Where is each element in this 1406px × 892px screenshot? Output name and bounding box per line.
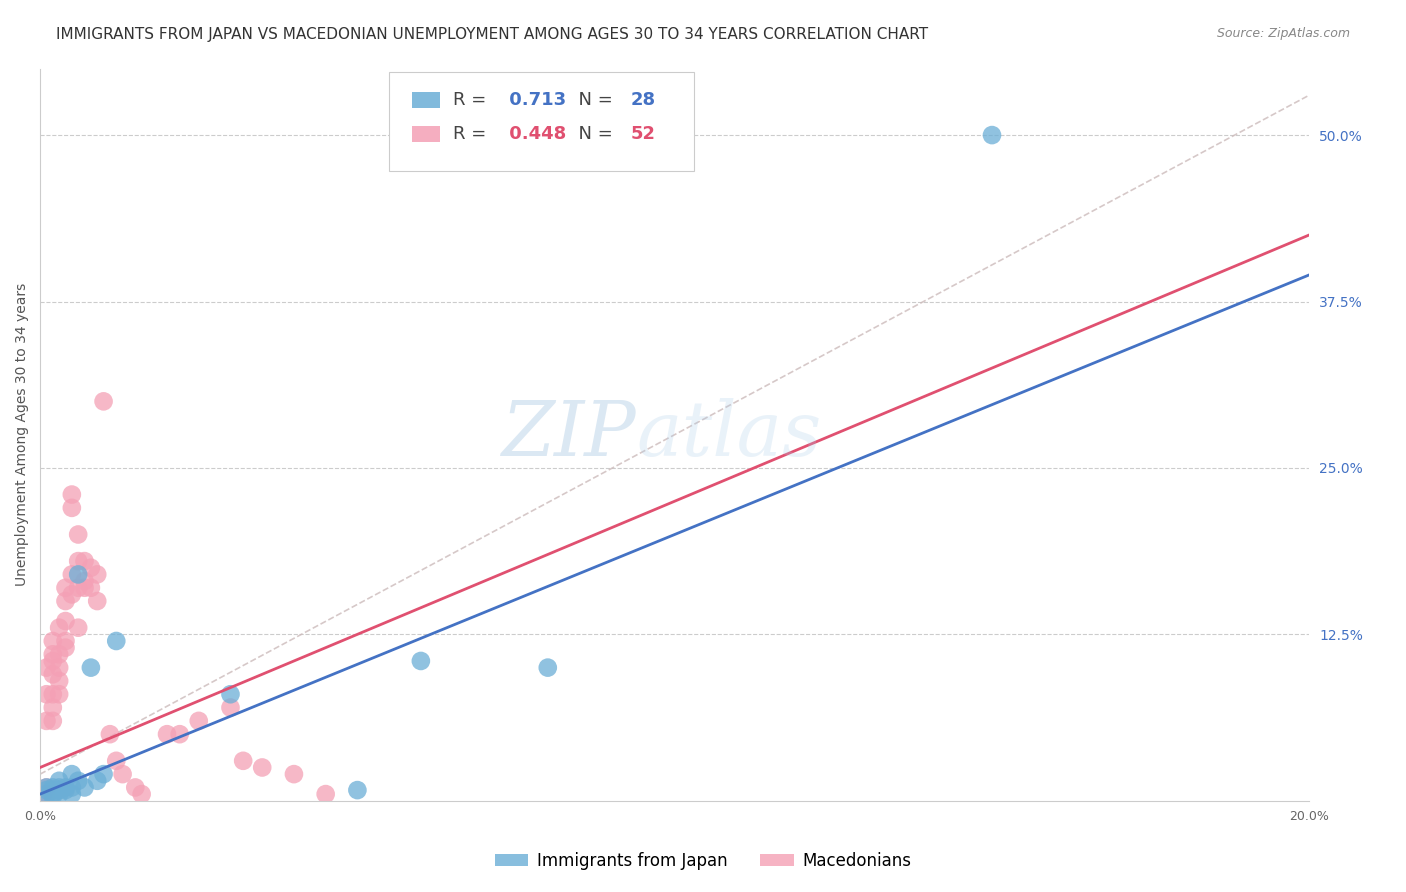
Text: N =: N =: [567, 126, 619, 144]
Point: [60, 500, 83, 515]
Point: [35, 783, 58, 797]
Point: [48, 780, 70, 795]
Point: [42, 687, 65, 701]
Point: [232, 754, 254, 768]
Point: [60, 567, 83, 582]
Point: [42, 667, 65, 681]
Point: [55, 634, 77, 648]
Point: [35, 687, 58, 701]
Text: R =: R =: [453, 91, 492, 109]
Point: [131, 787, 153, 801]
Point: [219, 687, 242, 701]
Point: [73, 581, 96, 595]
Point: [35, 714, 58, 728]
Point: [42, 654, 65, 668]
Point: [55, 780, 77, 795]
Point: [32, 787, 55, 801]
Point: [42, 783, 65, 797]
Point: [67, 621, 90, 635]
Text: IMMIGRANTS FROM JAPAN VS MACEDONIAN UNEMPLOYMENT AMONG AGES 30 TO 34 YEARS CORRE: IMMIGRANTS FROM JAPAN VS MACEDONIAN UNEM…: [56, 27, 928, 42]
Point: [67, 581, 90, 595]
Point: [48, 783, 70, 797]
Point: [55, 783, 77, 797]
Point: [42, 787, 65, 801]
Point: [35, 780, 58, 795]
Point: [250, 760, 273, 774]
Legend: Immigrants from Japan, Macedonians: Immigrants from Japan, Macedonians: [488, 846, 918, 877]
Point: [48, 773, 70, 788]
Text: ZIP: ZIP: [502, 398, 637, 472]
Point: [48, 660, 70, 674]
Y-axis label: Unemployment Among Ages 30 to 34 years: Unemployment Among Ages 30 to 34 years: [15, 283, 30, 586]
Text: R =: R =: [453, 126, 492, 144]
Point: [67, 554, 90, 568]
Point: [219, 700, 242, 714]
Point: [35, 780, 58, 795]
FancyBboxPatch shape: [412, 92, 440, 108]
Text: N =: N =: [567, 91, 619, 109]
Point: [35, 660, 58, 674]
Point: [35, 787, 58, 801]
Point: [48, 787, 70, 801]
Point: [409, 654, 432, 668]
Point: [60, 787, 83, 801]
Point: [67, 773, 90, 788]
Point: [169, 727, 191, 741]
Point: [55, 614, 77, 628]
Point: [111, 767, 134, 781]
Point: [48, 621, 70, 635]
Point: [42, 789, 65, 804]
Point: [73, 780, 96, 795]
Point: [55, 640, 77, 655]
Point: [60, 487, 83, 501]
Point: [93, 767, 115, 781]
Point: [156, 727, 179, 741]
Point: [537, 660, 560, 674]
Text: 28: 28: [630, 91, 655, 109]
Point: [42, 780, 65, 795]
Point: [86, 567, 108, 582]
Point: [48, 648, 70, 662]
Point: [35, 787, 58, 801]
Point: [187, 714, 209, 728]
Point: [42, 700, 65, 714]
Point: [60, 587, 83, 601]
Point: [124, 780, 146, 795]
Point: [283, 767, 305, 781]
Point: [86, 773, 108, 788]
Point: [55, 581, 77, 595]
Point: [60, 767, 83, 781]
Text: 52: 52: [630, 126, 655, 144]
Point: [48, 673, 70, 688]
Point: [80, 561, 103, 575]
Point: [80, 660, 103, 674]
Point: [981, 128, 1004, 142]
FancyBboxPatch shape: [412, 127, 440, 143]
Point: [55, 594, 77, 608]
Point: [86, 594, 108, 608]
Text: atlas: atlas: [637, 398, 823, 472]
Point: [80, 581, 103, 595]
Point: [93, 394, 115, 409]
Point: [60, 780, 83, 795]
Point: [42, 648, 65, 662]
Point: [67, 567, 90, 582]
Point: [73, 554, 96, 568]
Point: [346, 783, 368, 797]
Point: [98, 727, 121, 741]
Point: [42, 714, 65, 728]
Point: [73, 574, 96, 588]
Point: [42, 634, 65, 648]
Point: [48, 687, 70, 701]
Text: 0.713: 0.713: [503, 91, 567, 109]
Text: 0.448: 0.448: [503, 126, 567, 144]
Point: [315, 787, 337, 801]
Text: Source: ZipAtlas.com: Source: ZipAtlas.com: [1216, 27, 1350, 40]
Point: [105, 634, 128, 648]
Point: [105, 754, 128, 768]
Point: [67, 527, 90, 541]
FancyBboxPatch shape: [389, 72, 693, 171]
